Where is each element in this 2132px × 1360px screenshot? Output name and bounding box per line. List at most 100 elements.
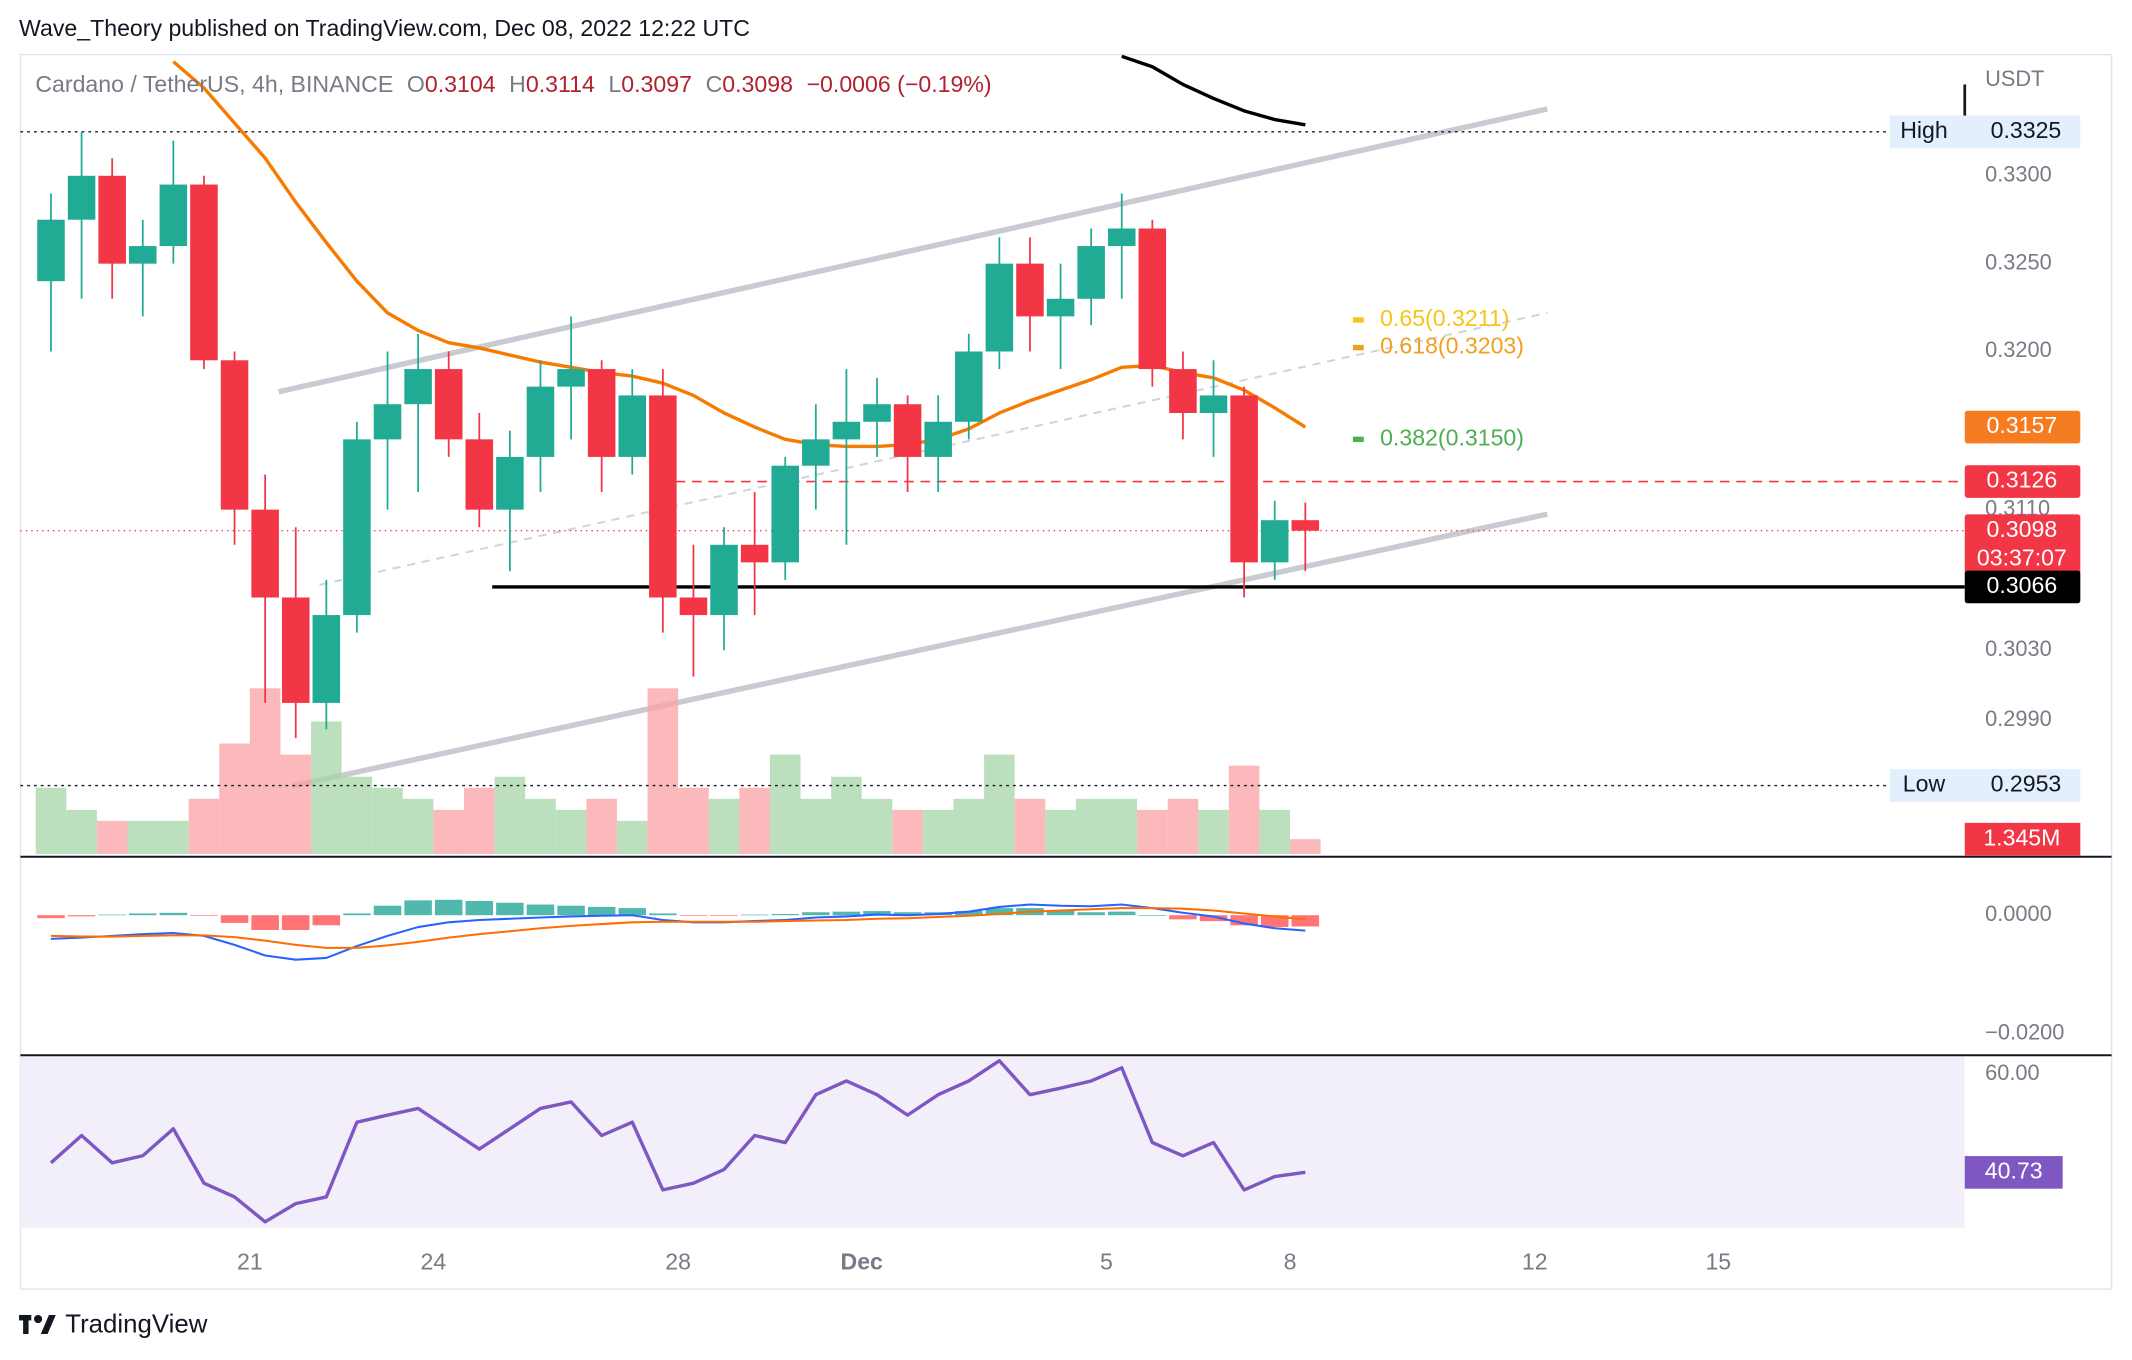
x-tick-label: 5 — [1100, 1248, 1113, 1274]
ohlc-value: 0.3098 — [722, 71, 793, 97]
volume-bar — [708, 798, 740, 855]
symbol: Cardano / TetherUS, 4h, BINANCE — [35, 71, 393, 97]
candle-body — [557, 369, 585, 387]
candle-body — [404, 369, 432, 405]
candle-body — [37, 219, 65, 282]
volume-bar — [769, 754, 801, 855]
candle-body — [710, 544, 738, 616]
macd-histogram — [710, 915, 738, 916]
footer-brand: TradingView — [65, 1311, 207, 1339]
candle-body — [465, 439, 494, 510]
volume-bar — [402, 798, 434, 855]
volume-bar — [1045, 809, 1076, 855]
candle-body — [129, 246, 157, 264]
x-tick-label: 28 — [665, 1248, 691, 1274]
macd-tick-label: −0.0200 — [1985, 1020, 2064, 1045]
rsi-tick-label: 60.00 — [1985, 1060, 2039, 1085]
volume-bar — [311, 721, 342, 855]
macd-histogram — [98, 914, 126, 916]
candle-body — [251, 509, 279, 598]
macd-tick-label: 0.0000 — [1985, 901, 2052, 926]
ohlc-key: O — [407, 71, 425, 97]
logo: TradingView — [19, 1311, 208, 1339]
volume-bar — [249, 688, 281, 855]
channel-lower — [291, 511, 1548, 789]
macd-histogram — [832, 911, 861, 916]
chart-frame — [19, 53, 2113, 1290]
macd-histogram — [496, 902, 524, 916]
fib-marker — [1352, 344, 1364, 351]
support-tag-box — [1964, 570, 2081, 604]
rsi-band — [20, 1056, 1965, 1228]
candle-body — [190, 184, 218, 361]
fib-label: 0.382(0.3150) — [1380, 424, 1524, 450]
y-tick-label: 0.2990 — [1985, 706, 2052, 731]
ma-tag: 0.3157 — [1987, 412, 2058, 438]
candle-body — [434, 369, 463, 440]
candle-body — [679, 597, 708, 616]
macd-histogram — [465, 900, 494, 916]
last-price-tag-extra: 03:37:07 — [1977, 544, 2067, 570]
macd-histogram — [1291, 915, 1320, 927]
ma-tag-box — [1964, 410, 2081, 444]
signal-line — [50, 907, 1306, 949]
candle-body — [1016, 263, 1044, 317]
volume-bar — [1198, 809, 1229, 855]
macd-histogram — [281, 915, 310, 931]
candle-body — [985, 263, 1014, 352]
macd-histogram — [740, 914, 769, 916]
level-tag-value: 0.3325 — [1991, 117, 2062, 143]
candle-body — [1169, 369, 1197, 413]
volume-bar — [953, 798, 985, 855]
macd-histogram — [679, 915, 708, 916]
candle-body — [373, 404, 402, 440]
volume-bar — [1014, 798, 1046, 855]
legend-header: Cardano / TetherUS, 4h, BINANCE O0.3104 H0… — [35, 71, 991, 97]
volume-bar — [1106, 798, 1138, 855]
candle-body — [893, 404, 922, 457]
volume-bar — [892, 809, 923, 855]
volume-bar — [1137, 809, 1168, 855]
volume-bar — [616, 820, 648, 855]
ohlc-key: C — [706, 71, 723, 97]
macd-histogram — [343, 913, 371, 916]
macd-histogram — [312, 915, 341, 926]
macd-histogram — [863, 911, 891, 916]
plot-layer: USDT0.33000.32500.32000.31100.30300.2990… — [20, 54, 2081, 1274]
candle-body — [1230, 395, 1258, 563]
candle-body — [1138, 228, 1167, 370]
currency: USDT — [1985, 66, 2044, 91]
x-tick-label: 12 — [1522, 1248, 1548, 1274]
candle-body — [312, 615, 341, 703]
volume-bar — [739, 787, 770, 855]
moving-average — [172, 60, 1307, 449]
x-tick-label: 15 — [1705, 1248, 1731, 1274]
candle-body — [618, 395, 647, 457]
volume-bar — [555, 809, 587, 855]
ohlc-value: 0.3114 — [526, 71, 595, 97]
volume-bar — [127, 820, 159, 855]
resistance-tag-box — [1964, 465, 2081, 498]
volume-bar — [494, 776, 526, 855]
level-tag-label: High — [1900, 117, 1948, 143]
ohlc-key: H — [509, 71, 526, 97]
volume-bar — [463, 787, 495, 855]
y-tick-label: 0.3250 — [1985, 249, 2052, 274]
macd-histogram — [404, 900, 432, 916]
last-price-tag-box — [1964, 514, 2081, 575]
macd-histogram — [129, 913, 157, 916]
volume-bar — [831, 776, 862, 855]
macd-histogram — [1077, 912, 1105, 916]
rsi-tag: 40.73 — [1985, 1158, 2043, 1184]
volume-tag-box — [1964, 822, 2081, 856]
moving-average — [1121, 54, 1306, 127]
candle-body — [343, 439, 371, 616]
candle-body — [955, 351, 983, 422]
macd-histogram — [771, 914, 799, 916]
candle-body — [496, 456, 524, 510]
volume-bar — [525, 798, 556, 855]
candle-body — [1291, 520, 1320, 531]
macd-histogram — [1138, 915, 1167, 916]
y-tick-label: 0.3200 — [1985, 337, 2052, 362]
fib-marker — [1352, 317, 1364, 323]
